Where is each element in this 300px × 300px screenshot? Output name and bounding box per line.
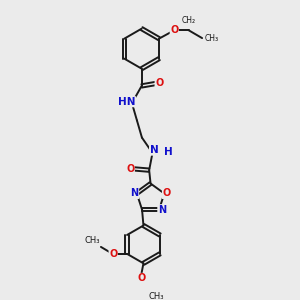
Text: CH₃: CH₃ <box>148 292 164 300</box>
Text: N: N <box>158 205 166 215</box>
Text: O: O <box>155 78 163 88</box>
Text: O: O <box>126 164 134 174</box>
Text: CH₂: CH₂ <box>182 16 196 25</box>
Text: HN: HN <box>118 97 136 107</box>
Text: O: O <box>109 249 117 259</box>
Text: O: O <box>162 188 171 199</box>
Text: O: O <box>138 273 146 283</box>
Text: N: N <box>149 145 158 155</box>
Text: CH₃: CH₃ <box>84 236 100 245</box>
Text: CH₃: CH₃ <box>205 34 219 43</box>
Text: O: O <box>170 25 178 35</box>
Text: N: N <box>130 188 139 199</box>
Text: H: H <box>164 147 173 158</box>
